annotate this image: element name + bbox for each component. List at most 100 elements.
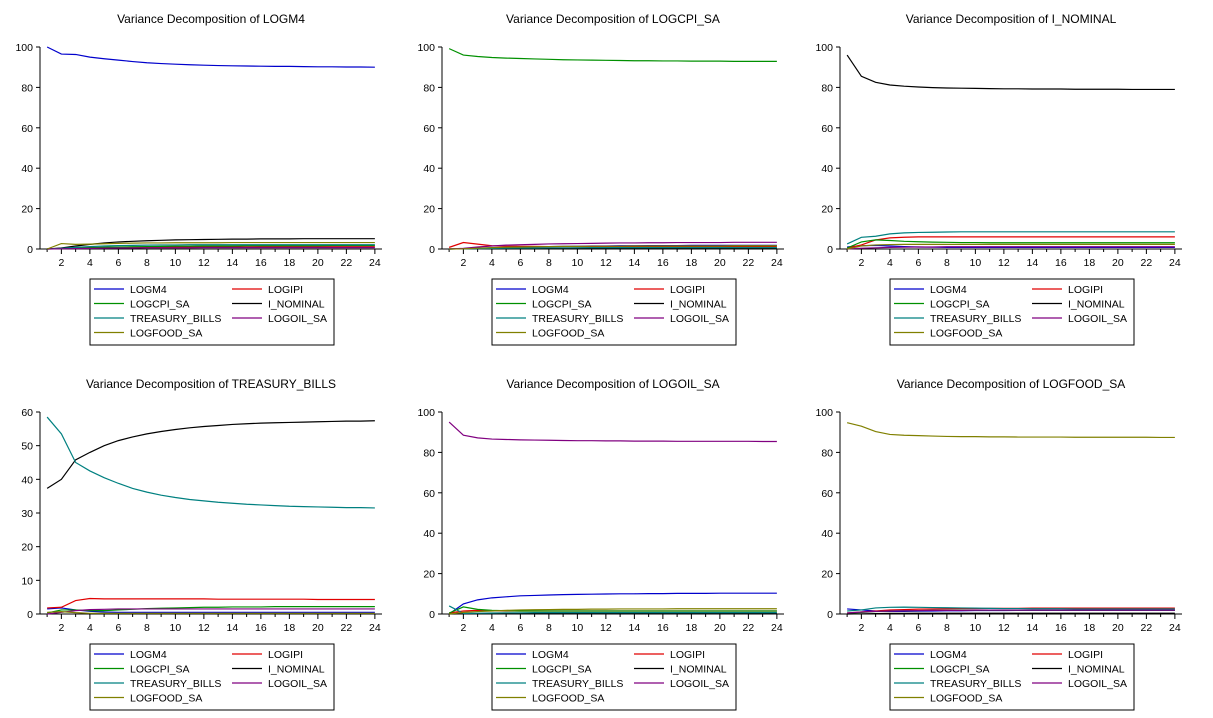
x-tick-label: 20 xyxy=(714,622,726,634)
x-tick-label: 10 xyxy=(170,622,182,634)
series-line-i-nominal xyxy=(47,238,375,250)
x-tick-label: 20 xyxy=(1112,622,1124,634)
series-line-logfood-sa xyxy=(449,608,777,615)
legend-label-logfood-sa: LOGFOOD_SA xyxy=(130,693,202,705)
x-tick-label: 18 xyxy=(1084,257,1096,269)
x-tick-label: 2 xyxy=(460,622,466,634)
legend-label-i-nominal: I_NOMINAL xyxy=(1068,664,1125,676)
y-tick-label: 60 xyxy=(423,488,435,500)
chart-title: Variance Decomposition of LOGCPI_SA xyxy=(506,12,720,26)
legend-label-logipi: LOGIPI xyxy=(670,284,705,296)
legend-label-logfood-sa: LOGFOOD_SA xyxy=(930,693,1002,705)
series-line-logoil-sa xyxy=(847,246,1175,250)
y-tick-label: 40 xyxy=(423,528,435,540)
y-tick-label: 20 xyxy=(423,569,435,581)
x-tick-label: 14 xyxy=(1027,622,1039,634)
x-tick-label: 24 xyxy=(1169,622,1181,634)
x-tick-label: 4 xyxy=(887,257,893,269)
chart-panel-6: Variance Decomposition of LOGFOOD_SA 0 20 4… xyxy=(815,377,1182,711)
chart-panel-2: Variance Decomposition of LOGCPI_SA 0 20 40… xyxy=(417,12,784,346)
legend-label-i-nominal: I_NOMINAL xyxy=(268,664,325,676)
x-tick-label: 2 xyxy=(858,257,864,269)
series-line-logm4 xyxy=(448,592,777,615)
legend-label-logm4: LOGM4 xyxy=(130,284,167,296)
x-tick-label: 24 xyxy=(1169,257,1181,269)
series-line-treasury-bills xyxy=(47,244,375,250)
x-tick-label: 16 xyxy=(1055,257,1067,269)
y-tick-label: 20 xyxy=(821,204,833,216)
x-tick-label: 10 xyxy=(970,257,982,269)
x-tick-label: 14 xyxy=(1027,257,1039,269)
y-tick-label: 40 xyxy=(21,163,33,175)
x-tick-label: 16 xyxy=(255,622,267,634)
series-line-i-nominal xyxy=(846,54,1175,91)
x-tick-label: 6 xyxy=(915,257,921,269)
x-tick-label: 18 xyxy=(686,257,698,269)
y-tick-label: 40 xyxy=(821,163,833,175)
chart-title: Variance Decomposition of I_NOMINAL xyxy=(906,12,1117,26)
legend-label-logfood-sa: LOGFOOD_SA xyxy=(532,693,604,705)
y-tick-label: 100 xyxy=(815,42,833,54)
x-tick-label: 22 xyxy=(1141,257,1153,269)
series-line-logoil-sa xyxy=(47,608,375,615)
series-line-logcpi-sa xyxy=(846,239,1175,249)
y-tick-label: 0 xyxy=(27,609,33,621)
series-line-logfood-sa xyxy=(46,241,375,250)
legend-label-logfood-sa: LOGFOOD_SA xyxy=(532,328,604,340)
y-tick-label: 80 xyxy=(821,447,833,459)
legend-label-logipi: LOGIPI xyxy=(1068,284,1103,296)
legend-label-i-nominal: I_NOMINAL xyxy=(1068,299,1125,311)
x-tick-label: 4 xyxy=(887,622,893,634)
y-tick-label: 60 xyxy=(821,488,833,500)
legend-label-logipi: LOGIPI xyxy=(268,284,303,296)
y-tick-label: 100 xyxy=(15,42,33,54)
legend-label-i-nominal: I_NOMINAL xyxy=(268,299,325,311)
legend-box xyxy=(89,278,335,346)
series-line-treasury-bills xyxy=(846,231,1175,245)
series-line-logm4 xyxy=(46,46,375,68)
legend-label-logoil-sa: LOGOIL_SA xyxy=(268,678,327,690)
legend-box xyxy=(89,643,335,711)
y-tick-label: 100 xyxy=(815,407,833,419)
y-tick-label: 80 xyxy=(21,82,33,94)
y-tick-label: 60 xyxy=(821,123,833,135)
x-tick-label: 8 xyxy=(144,622,150,634)
legend-label-logcpi-sa: LOGCPI_SA xyxy=(930,299,990,311)
chart-panel-3: Variance Decomposition of I_NOMINAL 0 20 40… xyxy=(815,12,1182,346)
x-tick-label: 10 xyxy=(572,622,584,634)
x-tick-label: 8 xyxy=(144,257,150,269)
legend-label-logcpi-sa: LOGCPI_SA xyxy=(532,664,592,676)
series-line-logcpi-sa xyxy=(47,244,375,250)
series-line-logcpi-sa xyxy=(448,48,777,62)
y-tick-label: 20 xyxy=(21,542,33,554)
y-tick-label: 40 xyxy=(821,528,833,540)
legend-label-logfood-sa: LOGFOOD_SA xyxy=(130,328,202,340)
x-tick-label: 12 xyxy=(998,257,1010,269)
x-tick-label: 16 xyxy=(657,257,669,269)
legend-label-treasury-bills: TREASURY_BILLS xyxy=(930,678,1021,690)
x-tick-label: 12 xyxy=(600,622,612,634)
series-line-logfood-sa xyxy=(449,245,777,250)
y-tick-label: 100 xyxy=(417,407,435,419)
legend-label-treasury-bills: TREASURY_BILLS xyxy=(532,678,623,690)
series-line-logipi xyxy=(47,597,375,609)
x-tick-label: 18 xyxy=(1084,622,1096,634)
x-tick-label: 6 xyxy=(115,257,121,269)
x-tick-label: 18 xyxy=(284,622,296,634)
x-tick-label: 4 xyxy=(87,257,93,269)
legend-label-logcpi-sa: LOGCPI_SA xyxy=(532,299,592,311)
x-tick-label: 10 xyxy=(572,257,584,269)
x-tick-label: 14 xyxy=(629,622,641,634)
series-line-logm4 xyxy=(47,607,375,613)
legend-box xyxy=(889,278,1135,346)
x-tick-label: 24 xyxy=(369,257,381,269)
chart-title: Variance Decomposition of LOGM4 xyxy=(117,12,305,26)
x-tick-label: 4 xyxy=(87,622,93,634)
x-tick-label: 18 xyxy=(284,257,296,269)
x-tick-label: 16 xyxy=(255,257,267,269)
y-tick-label: 30 xyxy=(21,508,33,520)
chart-title: Variance Decomposition of LOGFOOD_SA xyxy=(897,377,1126,391)
series-line-logoil-sa xyxy=(449,241,777,250)
